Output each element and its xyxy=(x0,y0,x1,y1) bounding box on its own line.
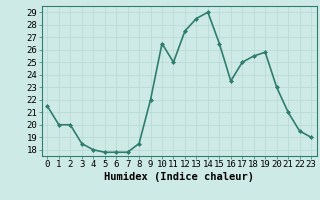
X-axis label: Humidex (Indice chaleur): Humidex (Indice chaleur) xyxy=(104,172,254,182)
